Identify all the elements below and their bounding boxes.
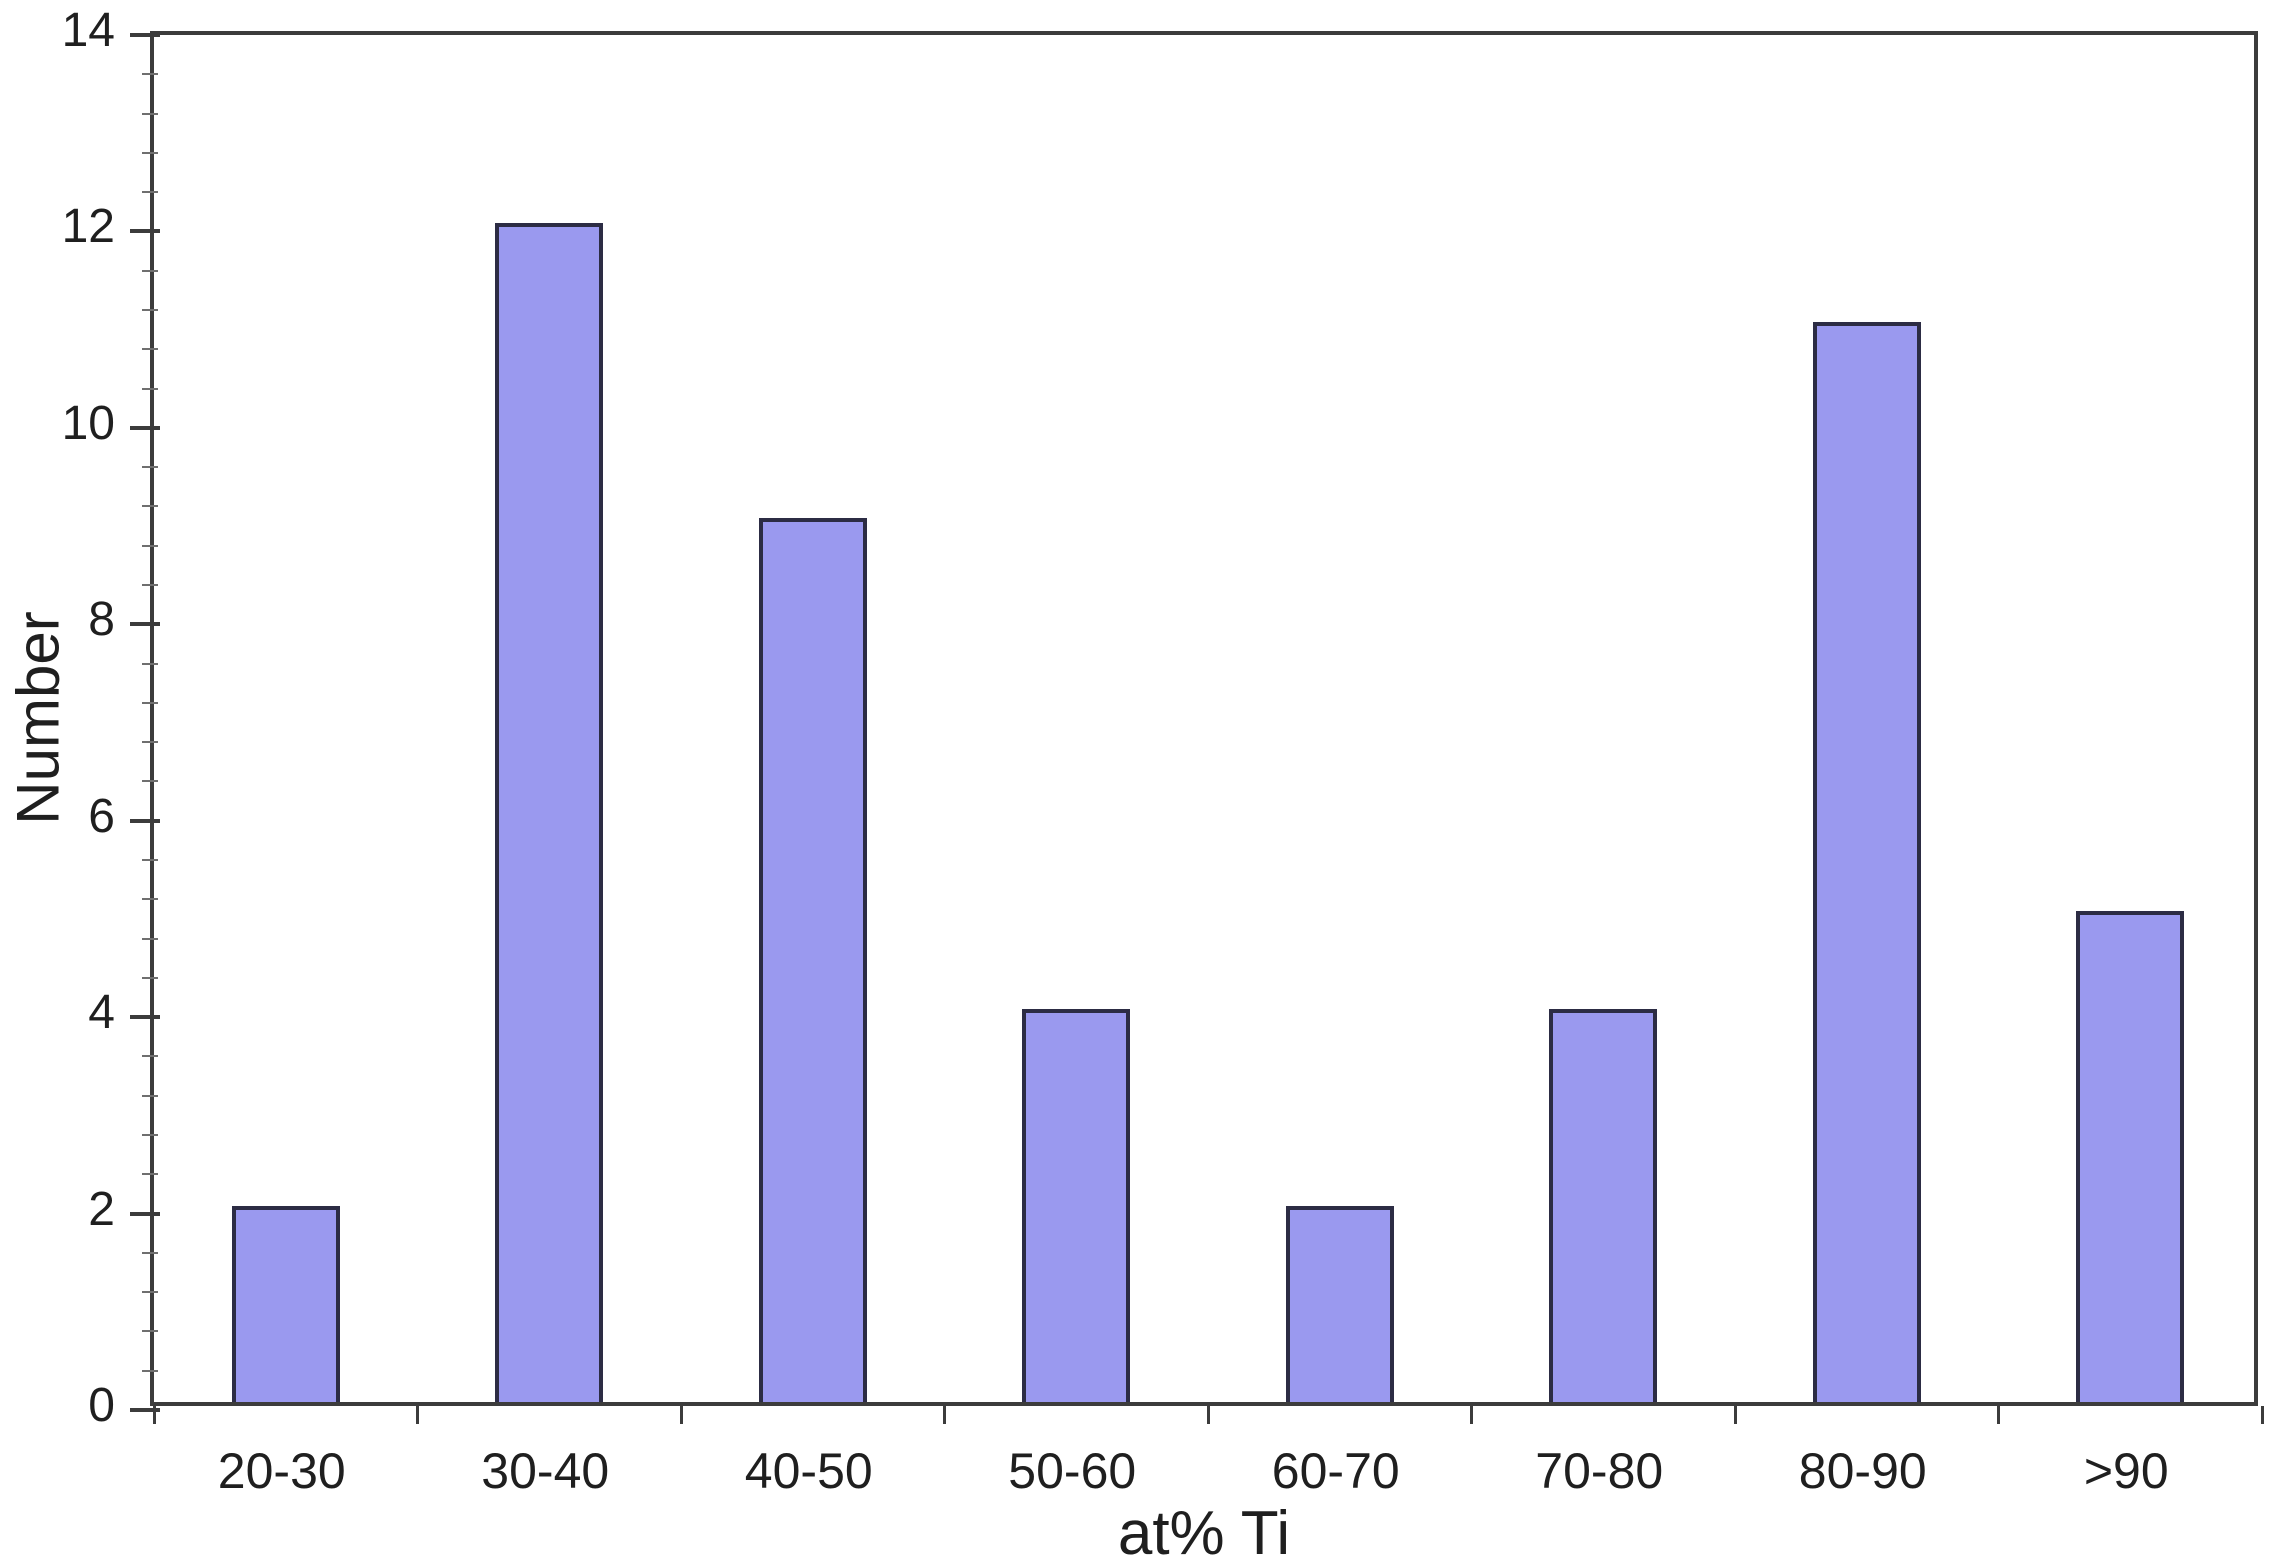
x-axis-title: at% Ti [1117,1499,1291,1563]
bar-20-30 [231,1205,340,1402]
y-minor-tick [142,1369,158,1372]
y-minor-tick [142,191,158,194]
y-minor-tick [142,701,158,704]
y-tick-label: 4 [88,986,115,1040]
y-major-tick [130,1015,160,1020]
y-minor-tick [142,1173,158,1176]
y-major-tick [130,1211,160,1216]
y-major-tick [130,818,160,823]
x-category-label-60-70: 60-70 [1271,1443,1400,1499]
y-minor-tick [142,544,158,547]
y-major-tick [130,1408,160,1412]
y-tick-label: 14 [61,4,115,57]
y-tick-label: 6 [88,789,115,843]
x-boundary-tick [1733,1406,1737,1424]
y-minor-tick [142,1251,158,1254]
y-minor-tick [142,1330,158,1333]
y-minor-tick [142,348,158,351]
x-category-label->90: >90 [2083,1443,2169,1499]
y-major-tick [130,425,160,430]
y-minor-tick [142,387,158,390]
y-minor-tick [142,1055,158,1058]
y-minor-tick [142,466,158,469]
y-minor-tick [142,1134,158,1136]
y-tick-label: 8 [88,593,115,647]
y-tick-label: 2 [88,1182,115,1236]
y-minor-tick [142,1094,158,1097]
y-minor-tick [142,151,158,154]
plot-area [130,31,2264,1424]
y-minor-tick [142,1291,158,1294]
x-category-label-50-60: 50-60 [1008,1443,1137,1499]
y-minor-tick [142,73,158,76]
y-minor-tick [142,112,158,115]
x-category-label-30-40: 30-40 [481,1443,610,1499]
y-minor-tick [142,898,158,901]
bar-80-90 [1812,321,1921,1402]
y-tick-label: 0 [88,1379,115,1432]
x-category-label-40-50: 40-50 [744,1443,873,1499]
y-minor-tick [142,584,158,586]
y-minor-tick [142,976,158,979]
y-minor-tick [142,741,158,744]
x-category-label-20-30: 20-30 [217,1443,346,1499]
y-minor-tick [142,937,158,940]
bar-60-70 [1285,1205,1394,1402]
y-major-tick [130,33,160,37]
x-boundary-tick [1997,1406,2000,1424]
y-minor-tick [142,780,158,783]
x-boundary-tick [2260,1406,2264,1424]
x-boundary-tick [679,1406,683,1424]
y-major-tick [130,622,160,627]
bar-70-80 [1549,1009,1658,1402]
y-minor-tick [142,662,158,665]
x-boundary-tick [943,1406,946,1424]
y-tick-label: 12 [61,200,115,254]
y-tick-label: 10 [61,396,115,450]
y-minor-tick [142,309,158,311]
x-category-label-70-80: 70-80 [1535,1443,1664,1499]
y-minor-tick [142,859,158,861]
bar-40-50 [758,518,867,1402]
bar-30-40 [495,223,604,1402]
bar->90 [2076,910,2185,1402]
y-minor-tick [142,269,158,272]
x-category-label-80-90: 80-90 [1798,1443,1927,1499]
bar-50-60 [1022,1009,1131,1402]
x-boundary-tick [152,1406,156,1424]
x-boundary-tick [1470,1406,1473,1424]
x-boundary-tick [1206,1406,1210,1424]
y-major-tick [130,229,160,234]
x-boundary-tick [416,1406,419,1424]
y-minor-tick [142,505,158,508]
